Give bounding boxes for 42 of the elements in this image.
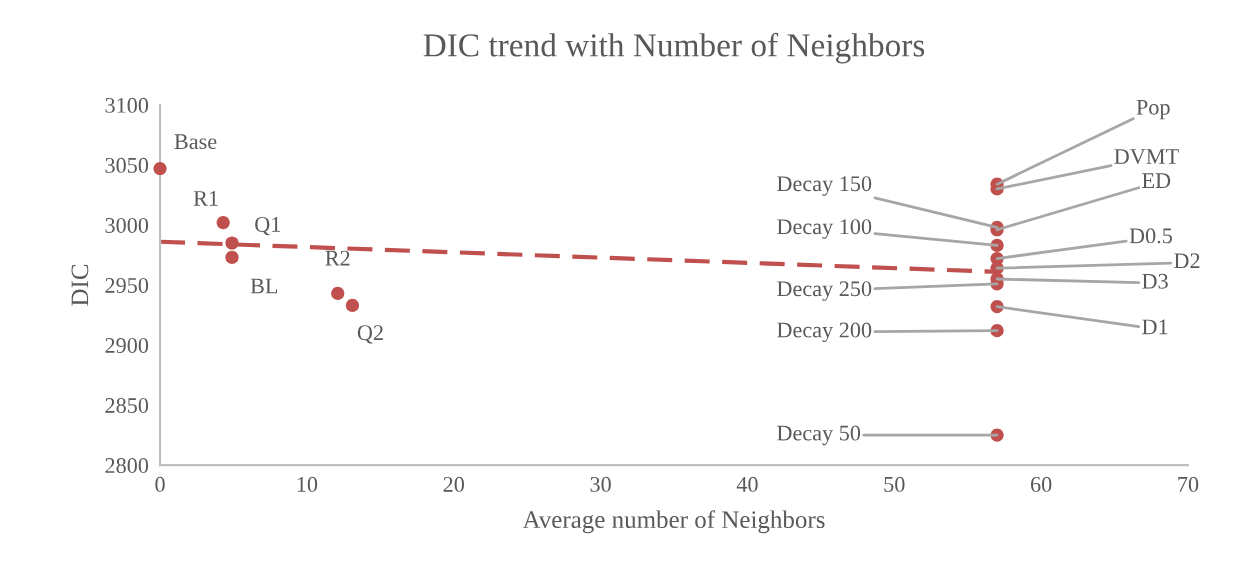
- point: [331, 286, 345, 300]
- point: [153, 161, 167, 176]
- x-tick-label: 10: [297, 476, 318, 492]
- x-axis-title: Average number of Neighbors: [522, 510, 825, 534]
- y-tick-label: 3050: [105, 157, 149, 173]
- annotation: R1: [193, 191, 218, 206]
- annotation: D2: [1174, 253, 1200, 269]
- annotation: Decay 100: [777, 219, 872, 239]
- x-tick-label: 40: [736, 476, 758, 492]
- chart-title: DIC trend with Number of Neighbors: [423, 32, 925, 64]
- annotation: Q1: [255, 216, 281, 236]
- annotation: Q2: [357, 325, 383, 344]
- point: [225, 236, 239, 250]
- annotation: Decay 50: [777, 425, 861, 446]
- annotation: Decay 150: [777, 176, 872, 196]
- x-tick-label: 60: [1030, 476, 1052, 492]
- annotation: BL: [250, 278, 278, 294]
- x-tick-label: 20: [443, 476, 465, 492]
- annotation: D0.5: [1129, 228, 1172, 244]
- annotation: Decay 200: [777, 322, 872, 343]
- point: [225, 250, 239, 264]
- y-tick-label: 2900: [105, 337, 149, 353]
- x-tick-label: 0: [155, 476, 165, 492]
- x-tick-label: 70: [1178, 476, 1199, 492]
- annotation: R2: [325, 250, 350, 266]
- annotation: DVMT: [1114, 149, 1179, 165]
- y-tick-label: 2850: [105, 398, 149, 413]
- annotation: Pop: [1136, 99, 1170, 120]
- y-tick-label: 2950: [105, 277, 149, 293]
- y-tick-label: 3000: [105, 217, 149, 233]
- point: [345, 298, 360, 312]
- x-tick-label: 30: [590, 476, 611, 492]
- annotation: ED: [1142, 173, 1171, 188]
- y-axis-title: DIC: [71, 264, 89, 306]
- y-tick-label: 3100: [105, 97, 149, 113]
- annotation: D3: [1142, 273, 1168, 289]
- annotation: D1: [1142, 319, 1168, 335]
- point: [216, 215, 230, 230]
- x-tick-label: 50: [884, 476, 905, 492]
- annotation: Decay 250: [777, 281, 872, 301]
- y-tick-label: 2800: [105, 458, 149, 474]
- annotation: Base: [174, 134, 217, 150]
